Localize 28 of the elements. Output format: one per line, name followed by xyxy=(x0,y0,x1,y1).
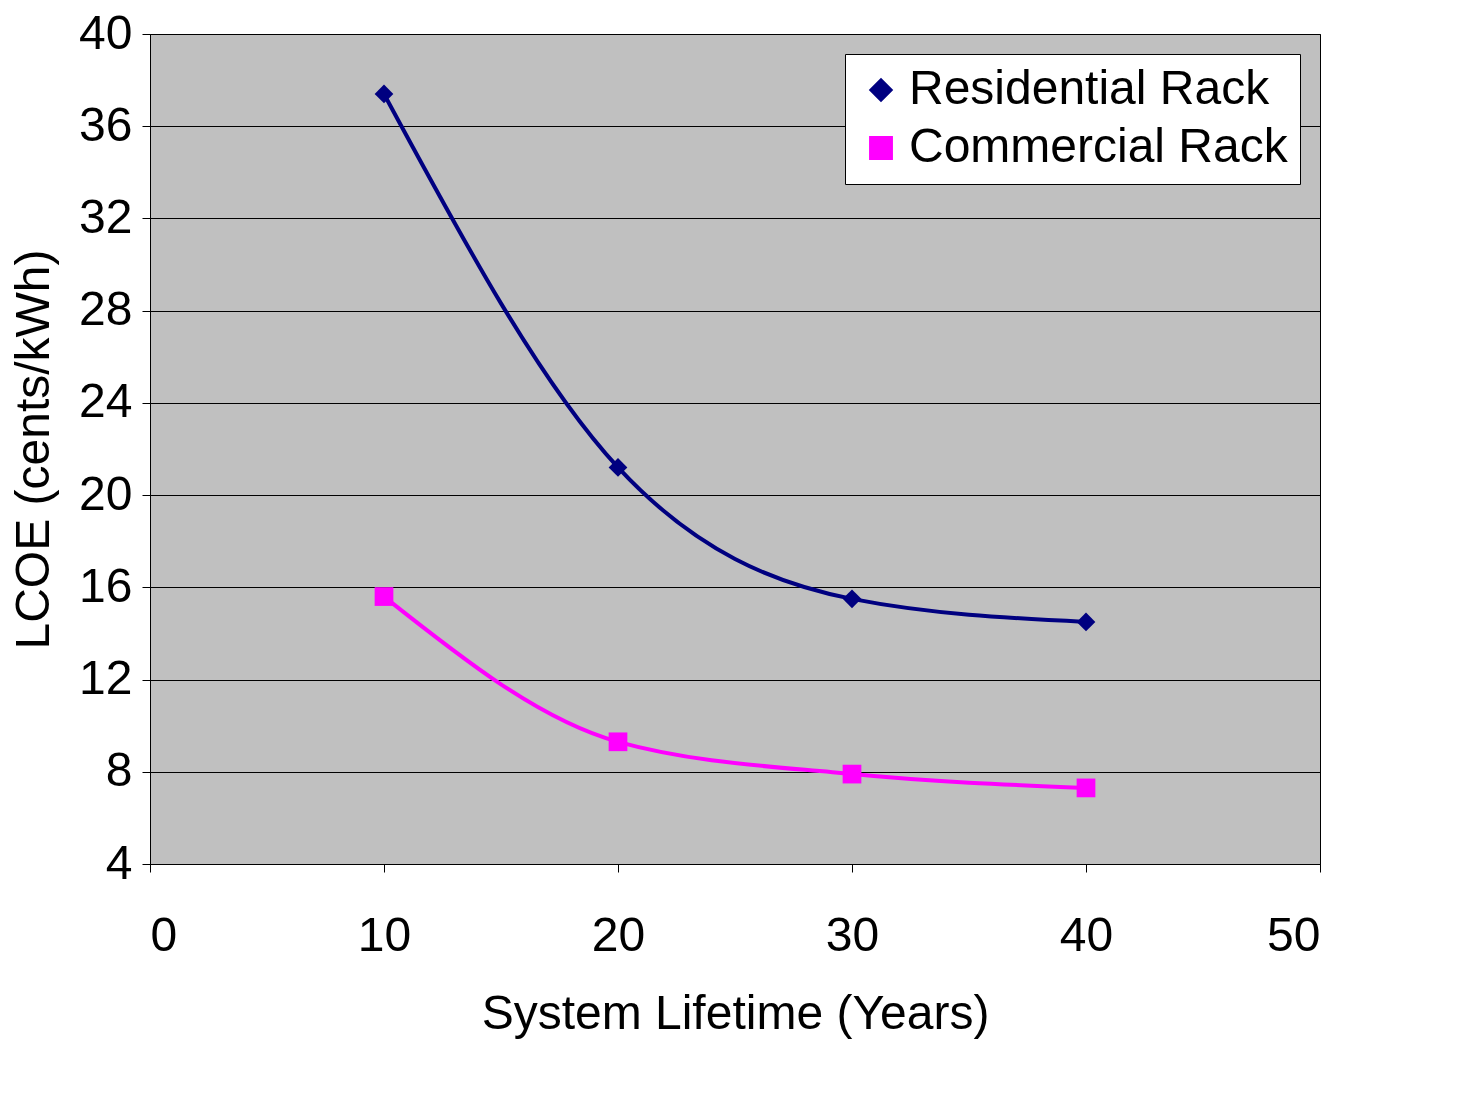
x-tick-label: 0 xyxy=(150,907,178,961)
point xyxy=(608,732,628,752)
x-tick-label: 50 xyxy=(1267,907,1321,961)
x-tick-label: 30 xyxy=(825,907,880,961)
legend-label: Residential Rack xyxy=(909,61,1271,114)
point xyxy=(1076,612,1096,632)
point xyxy=(608,458,628,477)
y-axis-title: LCOE (cents/kWh) xyxy=(6,249,60,650)
y-tick-label: 16 xyxy=(79,558,133,612)
x-tick-label: 20 xyxy=(591,907,646,961)
y-tick-label: 24 xyxy=(79,374,133,428)
y-tick-label: 8 xyxy=(105,743,133,797)
y-tick-label: 20 xyxy=(79,466,133,520)
y-tick-label: 36 xyxy=(79,97,133,151)
point xyxy=(374,587,394,606)
x-tick-label: 40 xyxy=(1059,907,1114,961)
point xyxy=(1076,778,1096,798)
point xyxy=(842,589,862,609)
y-tick-label: 28 xyxy=(79,282,133,336)
y-tick-label: 40 xyxy=(79,5,133,59)
x-tick-label: 10 xyxy=(357,907,412,961)
y-tick-label: 12 xyxy=(79,651,133,705)
y-tick-label: 32 xyxy=(79,189,133,243)
legend-label: Commercial Rack xyxy=(909,119,1289,172)
x-axis-title: System Lifetime (Years) xyxy=(481,985,990,1039)
y-tick-label: 4 xyxy=(105,835,133,889)
point xyxy=(374,84,394,104)
point xyxy=(842,764,862,784)
